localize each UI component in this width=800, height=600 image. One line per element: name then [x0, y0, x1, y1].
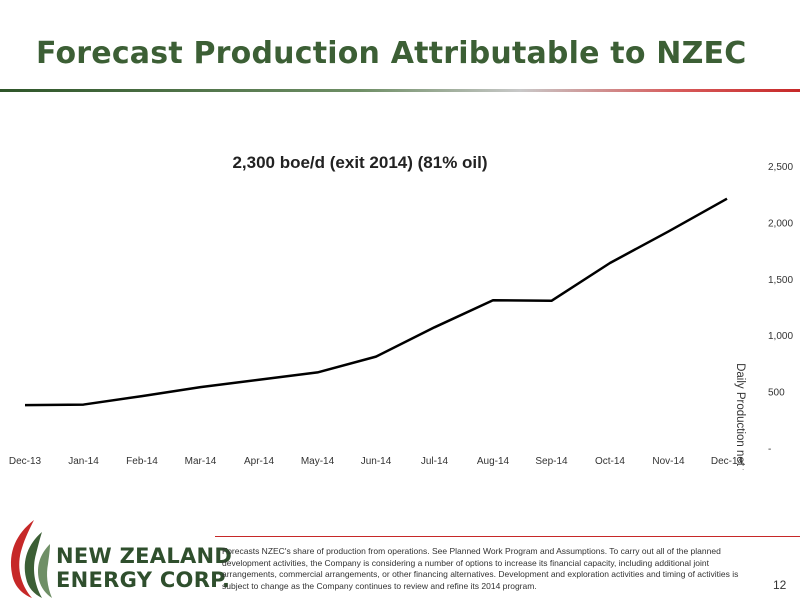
series-line-production [24, 197, 728, 407]
x-tick-label: Feb-14 [126, 456, 158, 467]
x-tick-label: Mar-14 [185, 456, 217, 467]
x-tick-label: Nov-14 [652, 456, 685, 467]
y-tick-label: 1,500 [768, 275, 793, 286]
fern-logo-icon [10, 520, 52, 598]
logo-line-1: NEW ZEALAND [56, 544, 233, 568]
slide-title: Forecast Production Attributable to NZEC [36, 36, 747, 71]
y-axis-label: Daily Production net to NZEC (boe/d) [734, 363, 746, 470]
x-tick-label: Jun-14 [361, 456, 392, 467]
x-tick-label: Sep-14 [535, 456, 568, 467]
x-tick-label: Oct-14 [595, 456, 625, 467]
x-tick-label: Dec-14 [711, 456, 744, 467]
x-tick-label: May-14 [301, 456, 335, 467]
x-tick-label: Jul-14 [421, 456, 449, 467]
x-tick-label: Dec-13 [9, 456, 42, 467]
production-line-chart: 2,300 boe/d (exit 2014) (81% oil) - 500 1,… [9, 153, 794, 470]
x-tick-label: Jan-14 [68, 456, 99, 467]
y-tick-label: - [768, 444, 771, 455]
page-number: 12 [773, 578, 787, 592]
title-divider [0, 89, 800, 92]
y-tick-label: 500 [768, 388, 785, 399]
x-tick-label: Apr-14 [244, 456, 274, 467]
footnote: Forecasts NZEC's share of production fro… [222, 546, 739, 591]
y-tick-label: 1,000 [768, 331, 793, 342]
y-tick-label: 2,000 [768, 218, 793, 229]
company-logo: NEW ZEALAND ENERGY CORP. [2, 518, 232, 600]
footer-divider [215, 536, 800, 537]
y-tick-label: 2,500 [768, 162, 793, 173]
logo-line-2: ENERGY CORP. [56, 568, 231, 592]
chart-title: 2,300 boe/d (exit 2014) (81% oil) [232, 153, 487, 172]
x-tick-label: Aug-14 [477, 456, 510, 467]
